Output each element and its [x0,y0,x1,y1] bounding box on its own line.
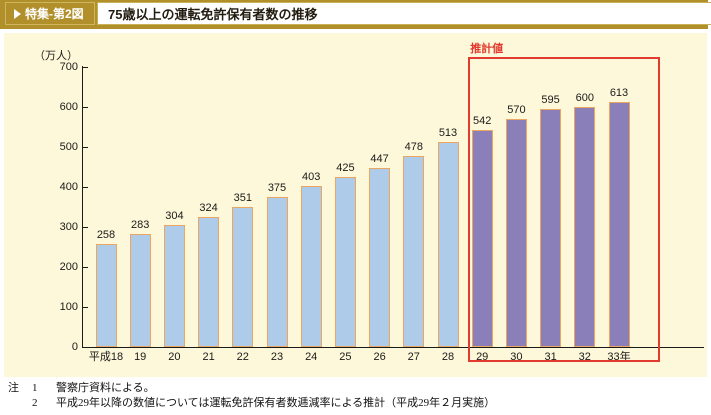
footnote-row: 注 1 警察庁資料による。 [8,381,495,396]
bar [369,168,391,347]
y-tick-label: 200 [59,261,78,273]
bar-value-label: 403 [302,170,321,183]
y-axis-tick [83,147,88,148]
footnote-row: 2 平成29年以降の数値については運転免許保有者数逓減率による推計（平成29年２… [8,396,495,411]
footnote-text: 平成29年以降の数値については運転免許保有者数逓減率による推計（平成29年２月実… [56,397,496,409]
x-tick-label: 平成18 [88,351,124,363]
y-tick-label: 300 [59,221,78,233]
estimate-annotation-box [468,57,660,362]
x-axis-line [82,347,704,348]
bar-value-label: 600 [575,92,594,104]
y-tick-label: 700 [59,61,78,73]
bar [574,107,596,347]
x-tick-label: 27 [407,351,420,363]
bar [232,206,254,347]
x-tick-label: 19 [134,351,147,363]
header-banner: 特集-第2図 75歳以上の運転免許保有者数の推移 [0,0,711,29]
footnotes: 注 1 警察庁資料による。 2 平成29年以降の数値については運転免許保有者数逓… [8,381,495,411]
figure-number-text: 特集-第2図 [25,7,84,21]
footnote-number: 2 [32,397,38,409]
bar-value-label: 613 [609,86,629,99]
y-axis-tick [83,67,88,68]
footnote-prefix: 注 [8,382,19,394]
footnote-text: 警察庁資料による。 [56,382,155,394]
x-tick-label: 28 [441,351,455,363]
bar [403,155,425,347]
bar-value-label: 595 [541,94,560,106]
bar-value-label: 258 [96,228,116,241]
x-tick-label: 20 [168,351,181,363]
bar [300,185,322,347]
bar-value-label: 324 [199,202,218,215]
y-tick-label: 400 [59,181,78,193]
bar-value-label: 513 [438,126,458,139]
bar [334,177,356,347]
y-axis-line [82,66,83,347]
x-tick-label: 23 [270,351,284,363]
y-tick-label: 0 [71,341,78,353]
estimate-annotation-label: 推計値 [470,43,504,55]
y-tick-label: 100 [59,301,78,313]
footnote-prefix [8,396,32,411]
x-tick-label: 21 [202,351,215,363]
y-tick-label: 600 [59,101,78,113]
figure-number-badge: 特集-第2図 [5,2,95,25]
y-axis-tick [83,267,88,268]
y-axis-tick [83,307,88,308]
bar-value-label: 283 [131,218,150,231]
x-tick-label: 25 [339,351,352,363]
chart-panel: （万人） 0 100 200 300 400 500 600 700 258 平成18 283 19 3… [4,33,707,377]
bar [198,217,220,347]
bar [129,233,151,347]
bar [437,141,459,347]
figure-title: 75歳以上の運転免許保有者数の推移 [108,7,318,22]
bar-value-label: 375 [267,182,287,194]
bar-value-label: 447 [370,153,389,166]
y-axis-tick [83,227,88,228]
y-axis-unit-label: （万人） [34,50,78,62]
bar-value-label: 570 [507,104,526,116]
bar [505,119,527,347]
bar [540,109,562,347]
bar [471,130,493,347]
x-tick-label: 26 [373,351,386,363]
y-tick-label: 500 [59,141,78,153]
x-tick-label: 24 [305,351,318,363]
triangle-bullet-icon [14,8,21,19]
bar-value-label: 425 [336,162,355,174]
bar [266,197,288,347]
bar-value-label: 304 [165,210,184,223]
bar-value-label: 478 [404,140,423,153]
bar [608,101,630,347]
y-axis-tick [83,107,88,108]
figure-title-box: 75歳以上の運転免許保有者数の推移 [97,2,711,25]
y-axis-tick [83,187,88,188]
x-tick-label: 22 [236,351,249,363]
bar-value-label: 542 [473,115,492,128]
bar [163,225,185,347]
bar [95,243,117,347]
bar-value-label: 351 [233,191,252,204]
footnote-number: 1 [32,382,38,394]
